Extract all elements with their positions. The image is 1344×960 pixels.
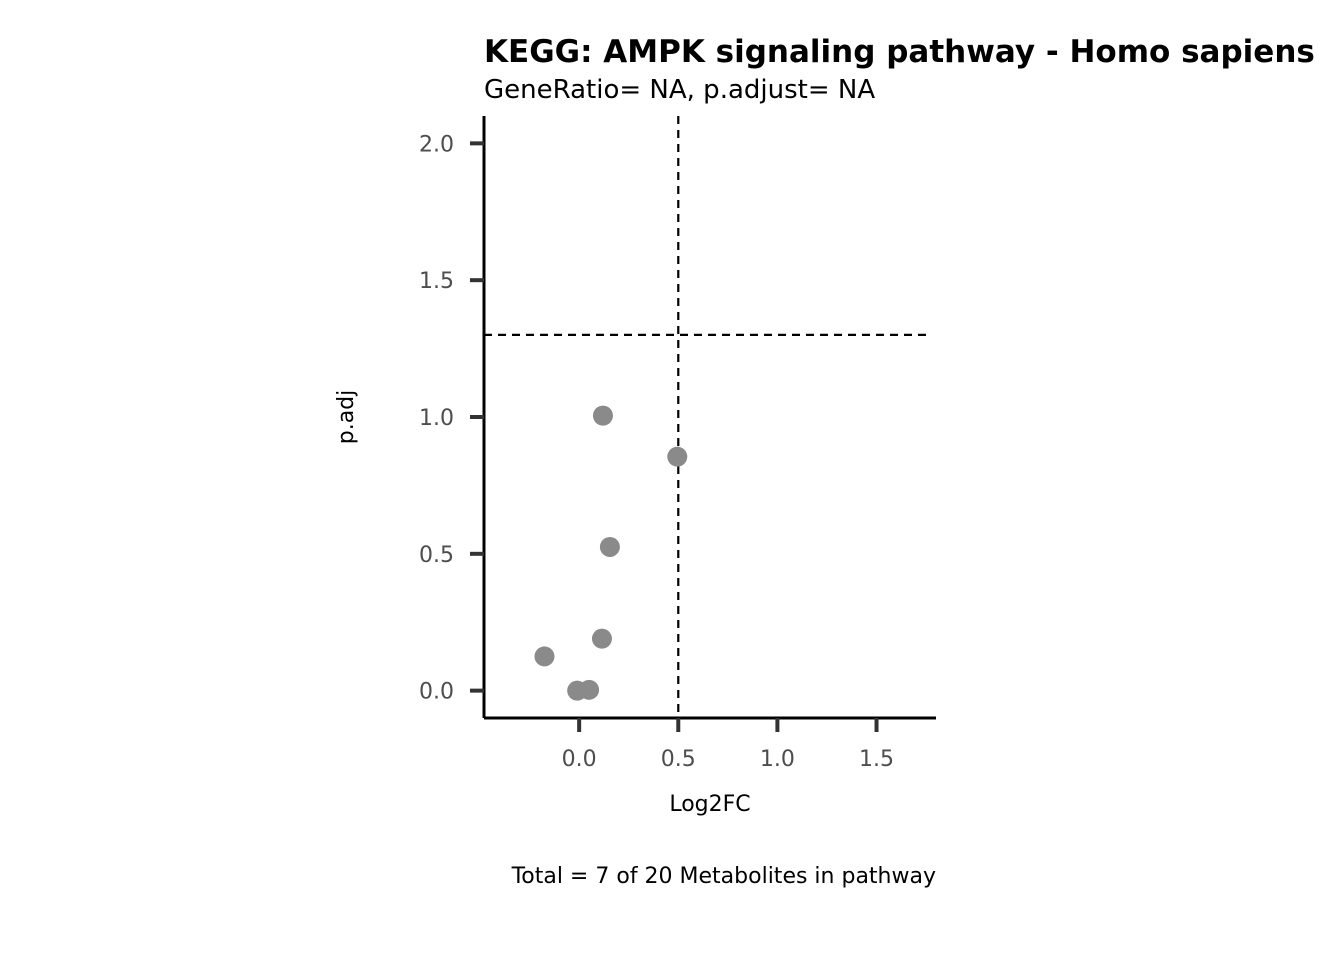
y-axis-ticks: 0.0 0.5 1.0 1.5 2.0	[419, 132, 484, 705]
data-point	[599, 536, 620, 557]
y-tick-label: 2.0	[419, 132, 454, 157]
y-tick-label: 0.5	[419, 543, 454, 568]
chart-caption: Total = 7 of 20 Metabolites in pathway	[511, 864, 936, 889]
chart-subtitle: GeneRatio= NA, p.adjust= NA	[484, 75, 875, 105]
reference-lines	[484, 116, 930, 718]
x-axis-title: Log2FC	[669, 792, 750, 817]
x-tick-label: 0.0	[562, 747, 597, 772]
y-tick-label: 0.0	[419, 680, 454, 705]
x-axis-ticks: 0.0 0.5 1.0 1.5	[562, 718, 894, 772]
data-point	[534, 646, 555, 667]
data-point	[579, 679, 600, 700]
x-tick-label: 1.5	[859, 747, 894, 772]
x-tick-label: 0.5	[661, 747, 696, 772]
y-axis-title: p.adj	[334, 390, 359, 445]
data-point	[592, 405, 613, 426]
data-points	[534, 405, 688, 701]
chart-title: KEGG: AMPK signaling pathway - Homo sapi…	[484, 34, 1315, 70]
data-point	[591, 628, 612, 649]
y-tick-label: 1.5	[419, 269, 454, 294]
y-tick-label: 1.0	[419, 406, 454, 431]
data-point	[667, 446, 688, 467]
x-tick-label: 1.0	[760, 747, 795, 772]
